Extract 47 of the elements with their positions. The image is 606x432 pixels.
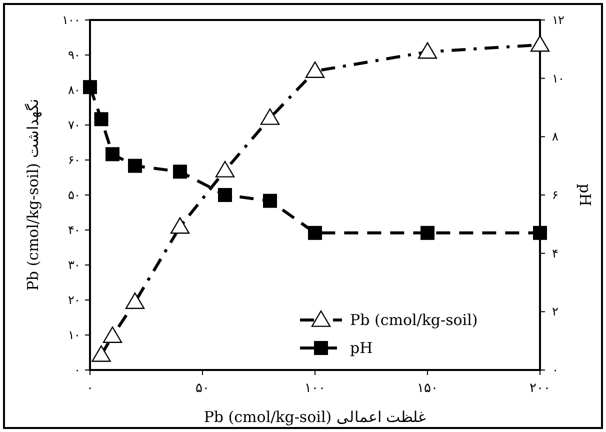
y2-tick-label: ۱۲: [552, 13, 564, 27]
legend-label: Pb (cmol/kg-soil): [350, 311, 478, 329]
point: [308, 226, 322, 240]
y-tick-label: ۲۰: [68, 293, 80, 307]
x-tick-label: ۲۰۰: [530, 381, 550, 396]
x-axis-title: غلظت اعمالی Pb (cmol/kg-soil): [204, 408, 426, 426]
legend-label: pH: [350, 339, 373, 357]
y-tick-label: ۶۰: [68, 153, 80, 167]
y2-tick-label: ۰: [552, 363, 558, 377]
y-tick-label: ۷۰: [68, 118, 80, 132]
point: [106, 147, 120, 162]
point: [128, 158, 142, 173]
y2-axis-title: pH: [576, 184, 594, 206]
y-tick-label: ۴۰: [68, 223, 80, 237]
y-tick-label: ۸۰: [68, 83, 80, 97]
y2-tick-label: ۴: [552, 246, 558, 260]
point: [215, 160, 235, 178]
point: [125, 292, 145, 309]
point: [218, 188, 232, 202]
y-tick-label: ۱۰: [68, 328, 80, 342]
point: [533, 226, 547, 240]
y-axis-title: نگهداشت Pb (cmol/kg-soil): [24, 99, 42, 291]
y-tick-label: ۳۰: [68, 258, 80, 272]
y-tick-label: ۰: [74, 363, 80, 377]
y-tick-label: ۱۰۰: [62, 13, 80, 27]
y2-tick-label: ۲: [552, 304, 558, 319]
x-tick-label: ۱۰۰: [304, 381, 326, 396]
y2-tick-label: ۱۰: [552, 71, 564, 86]
y2-tick-label: ۸: [552, 130, 559, 144]
point: [170, 217, 190, 234]
y2-tick-label: ۶: [552, 188, 558, 202]
x-tick-label: ۱۵۰: [417, 381, 438, 396]
point: [530, 35, 550, 52]
x-tick-label: ۰: [86, 381, 94, 396]
point: [102, 326, 122, 343]
point: [305, 62, 325, 78]
point: [420, 226, 434, 240]
x-tick-label: ۵۰: [196, 381, 210, 396]
y-tick-label: ۹۰: [68, 48, 80, 62]
point: [418, 42, 438, 59]
point: [173, 164, 187, 179]
point: [92, 345, 111, 362]
point: [260, 108, 280, 125]
point: [94, 112, 108, 126]
point: [83, 80, 97, 94]
point: [263, 194, 277, 208]
y-tick-label: ۵۰: [68, 188, 80, 202]
